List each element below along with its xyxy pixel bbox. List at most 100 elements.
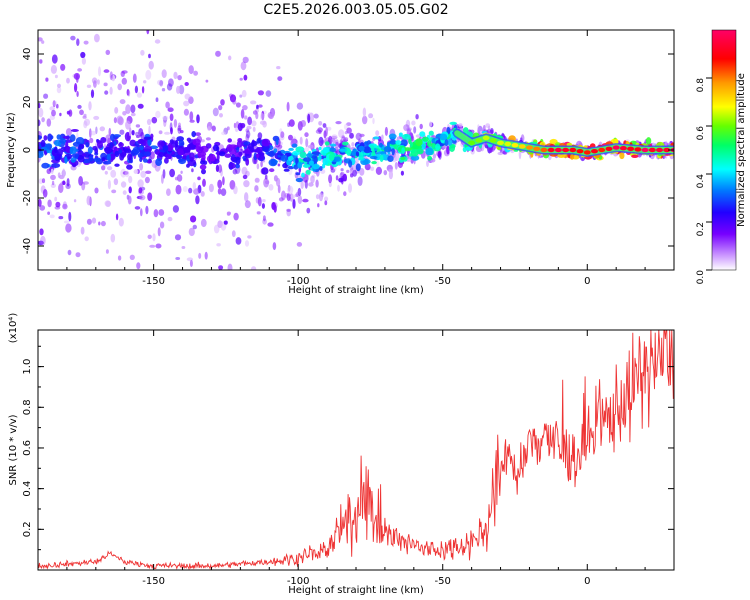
spectrogram-ridge-cell	[401, 147, 406, 155]
spectrogram-ridge-cell	[410, 149, 419, 157]
spectrogram-blob	[140, 170, 147, 178]
spectrogram-blob	[147, 234, 152, 239]
spectrogram-blob	[234, 124, 239, 132]
spectrogram-blob	[215, 50, 221, 57]
spectrogram-blob	[241, 89, 247, 98]
spectrogram-core-cell	[648, 147, 656, 153]
spectrogram-ridge-cell	[428, 130, 434, 136]
spectrogram-blob	[212, 107, 219, 117]
spectrogram-blob	[136, 262, 141, 270]
spectrogram-blob	[122, 111, 127, 116]
snr-x-ticks: -150 -100 -50 0	[37, 330, 675, 587]
spectrogram-blob	[169, 113, 174, 122]
spectrogram-ridge-cell	[449, 121, 458, 125]
spectrogram-blob	[267, 222, 274, 227]
spectrogram-ridge-cell	[201, 154, 206, 161]
spectrogram-blob	[77, 68, 82, 72]
spectrogram-blob	[198, 252, 202, 259]
spectrogram-ridge-cell	[137, 152, 143, 158]
spectrogram-blob	[307, 113, 311, 124]
spectrogram-ridge-cell	[371, 149, 376, 158]
spectrogram-y-tick-label: -40	[22, 238, 33, 254]
spectrogram-blob	[269, 168, 275, 173]
spectrogram-blob	[326, 126, 332, 131]
spectrogram-blob	[38, 198, 42, 207]
spectrogram-blob	[192, 182, 196, 190]
spectrogram-blob	[189, 259, 193, 267]
spectrogram-ridge-cell	[162, 145, 169, 152]
spectrogram-ridge-cell	[403, 147, 412, 152]
spectrogram-blob	[172, 205, 179, 213]
spectrogram-blob	[122, 171, 129, 175]
spectrogram-blob	[40, 235, 46, 246]
spectrogram-ridge-cell	[435, 143, 441, 151]
spectrogram-blob	[315, 194, 320, 200]
spectrogram-blob	[105, 49, 111, 56]
spectrogram-blob	[88, 101, 92, 111]
spectrogram-blob	[70, 35, 76, 41]
spectrogram-blob	[165, 101, 170, 109]
spectrogram-blob	[335, 121, 342, 125]
snr-y-tick-label: 0.6	[22, 440, 33, 456]
spectrogram-core-cell	[533, 146, 541, 151]
spectrogram-ridge-cell	[309, 160, 314, 166]
spectrogram-blob	[394, 162, 398, 170]
spectrogram-blob	[104, 200, 111, 207]
spectrogram-ridge-cell	[69, 134, 76, 142]
spectrogram-ridge-cell	[178, 139, 185, 147]
spectrogram-blob	[375, 166, 382, 175]
spectrogram-ridge-cell	[447, 138, 453, 147]
spectrogram-ridge-cell	[284, 152, 292, 157]
spectrogram-blob	[38, 119, 41, 127]
spectrogram-blob	[82, 181, 89, 185]
spectrogram-blob	[232, 100, 237, 105]
spectrogram-ridge-cell	[50, 135, 54, 140]
spectrogram-blob	[277, 184, 281, 194]
spectrogram-y-tick-label: 20	[22, 96, 33, 109]
spectrogram-blob	[125, 104, 131, 115]
snr-x-tick-label: -150	[142, 576, 165, 587]
colorbar-tick-label: 0.2	[696, 222, 706, 236]
spectrogram-blob	[349, 132, 354, 139]
spectrogram-blob	[235, 128, 239, 133]
spectrogram-blob	[173, 71, 178, 80]
spectrogram-blob	[276, 177, 281, 187]
spectrogram-blob	[280, 131, 285, 139]
spectrogram-core-cell	[612, 145, 620, 150]
spectrogram-blob	[175, 257, 181, 260]
spectrogram-blob	[357, 176, 363, 186]
spectrogram-ridge-cell	[401, 133, 411, 140]
spectrogram-blob	[348, 183, 352, 193]
spectrogram-blob	[250, 100, 257, 105]
spectrogram-blob	[276, 66, 281, 70]
spectrogram-blob	[191, 168, 194, 173]
snr-x-tick-label: 0	[584, 576, 590, 587]
spectrogram-ridge-cell	[255, 153, 260, 158]
spectrogram-y-ticks: -40 -20 0 20 40	[22, 48, 674, 254]
spectrogram-blob	[50, 183, 56, 188]
snr-y-tick-label: 1.0	[22, 359, 33, 375]
spectrogram-blob	[94, 33, 100, 43]
spectrogram-blob	[195, 195, 200, 205]
spectrogram-ridge-cell	[451, 139, 457, 144]
spectrogram-blob	[141, 86, 145, 94]
spectrogram-blob	[233, 122, 237, 129]
spectrogram-blob	[477, 124, 480, 131]
spectrogram-blob	[162, 169, 166, 179]
spectrogram-blob	[108, 127, 112, 137]
spectrogram-blob	[265, 180, 270, 185]
spectrogram-blob	[51, 54, 58, 64]
spectrogram-blob	[45, 77, 49, 82]
spectrogram-blob	[217, 164, 223, 173]
spectrogram-blob	[219, 113, 223, 118]
spectrogram-ridge-cell	[389, 139, 397, 145]
spectrogram-ridge-cell	[54, 146, 58, 154]
spectrogram-ridge-cell	[40, 139, 46, 148]
spectrogram-blob	[232, 168, 238, 175]
spectrogram-ridge-cell	[124, 148, 132, 154]
spectrogram-ridge-cell	[280, 154, 288, 162]
spectrogram-blob	[388, 170, 393, 180]
spectrogram-blob	[251, 266, 257, 270]
spectrogram-ridge-cell	[387, 155, 394, 162]
spectrogram-ridge-cell	[330, 143, 337, 147]
